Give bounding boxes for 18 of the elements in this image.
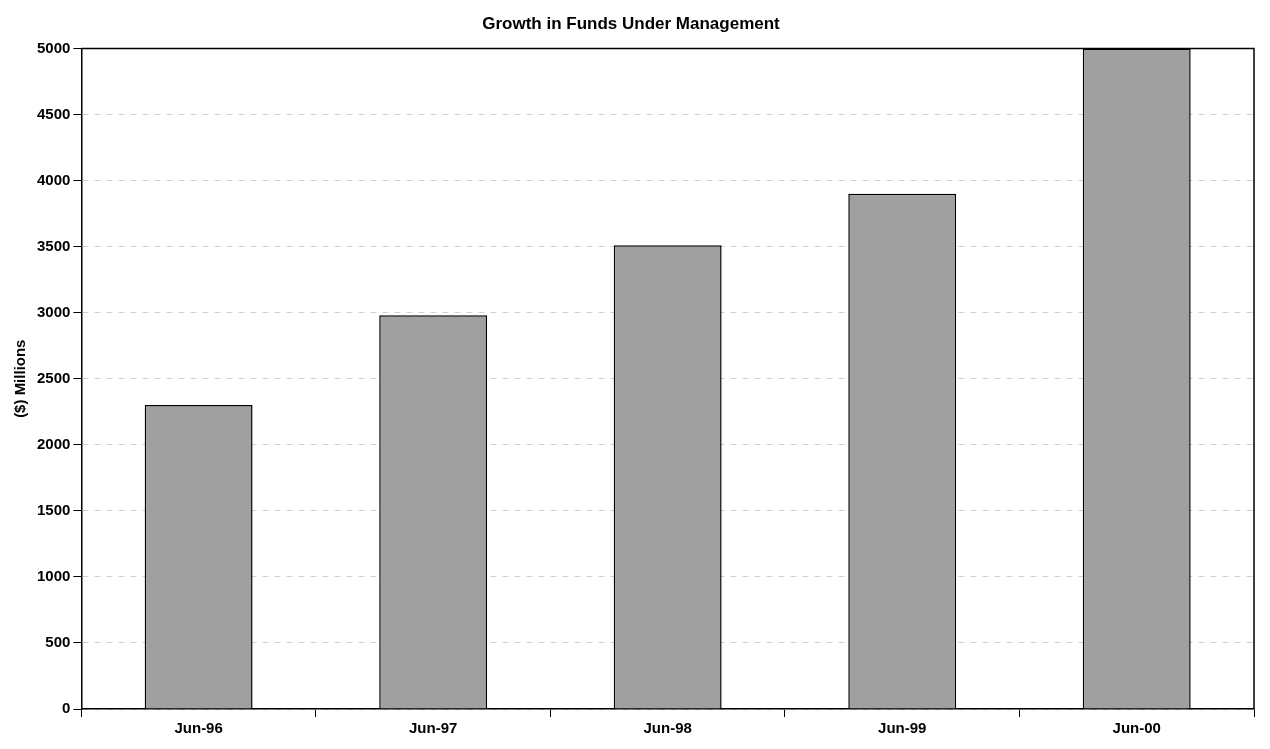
y-tick-label: 2000 (36, 434, 71, 452)
x-tick-label: Jun-97 (408, 719, 458, 737)
y-axis-title: ($) Millions (11, 339, 29, 418)
x-tick-label: Jun-99 (878, 719, 927, 737)
y-tick-label: 5000 (36, 38, 71, 56)
x-tick-label: Jun-98 (643, 719, 692, 737)
x-tick-label: Jun-00 (1112, 719, 1161, 737)
y-tick-label: 3000 (36, 302, 71, 320)
y-tick-label: 0 (62, 699, 71, 717)
y-tick-label: 2500 (36, 368, 71, 386)
y-tick-label: 4500 (36, 104, 71, 122)
y-tick-label: 3500 (36, 236, 71, 254)
chart-title: Growth in Funds Under Management (482, 13, 781, 33)
y-tick-label: 1500 (36, 500, 71, 518)
y-tick-label: 4000 (36, 170, 71, 188)
x-tick-label: Jun-96 (174, 719, 223, 737)
y-tick-label: 1000 (36, 567, 71, 585)
y-tick-label: 500 (45, 633, 71, 651)
